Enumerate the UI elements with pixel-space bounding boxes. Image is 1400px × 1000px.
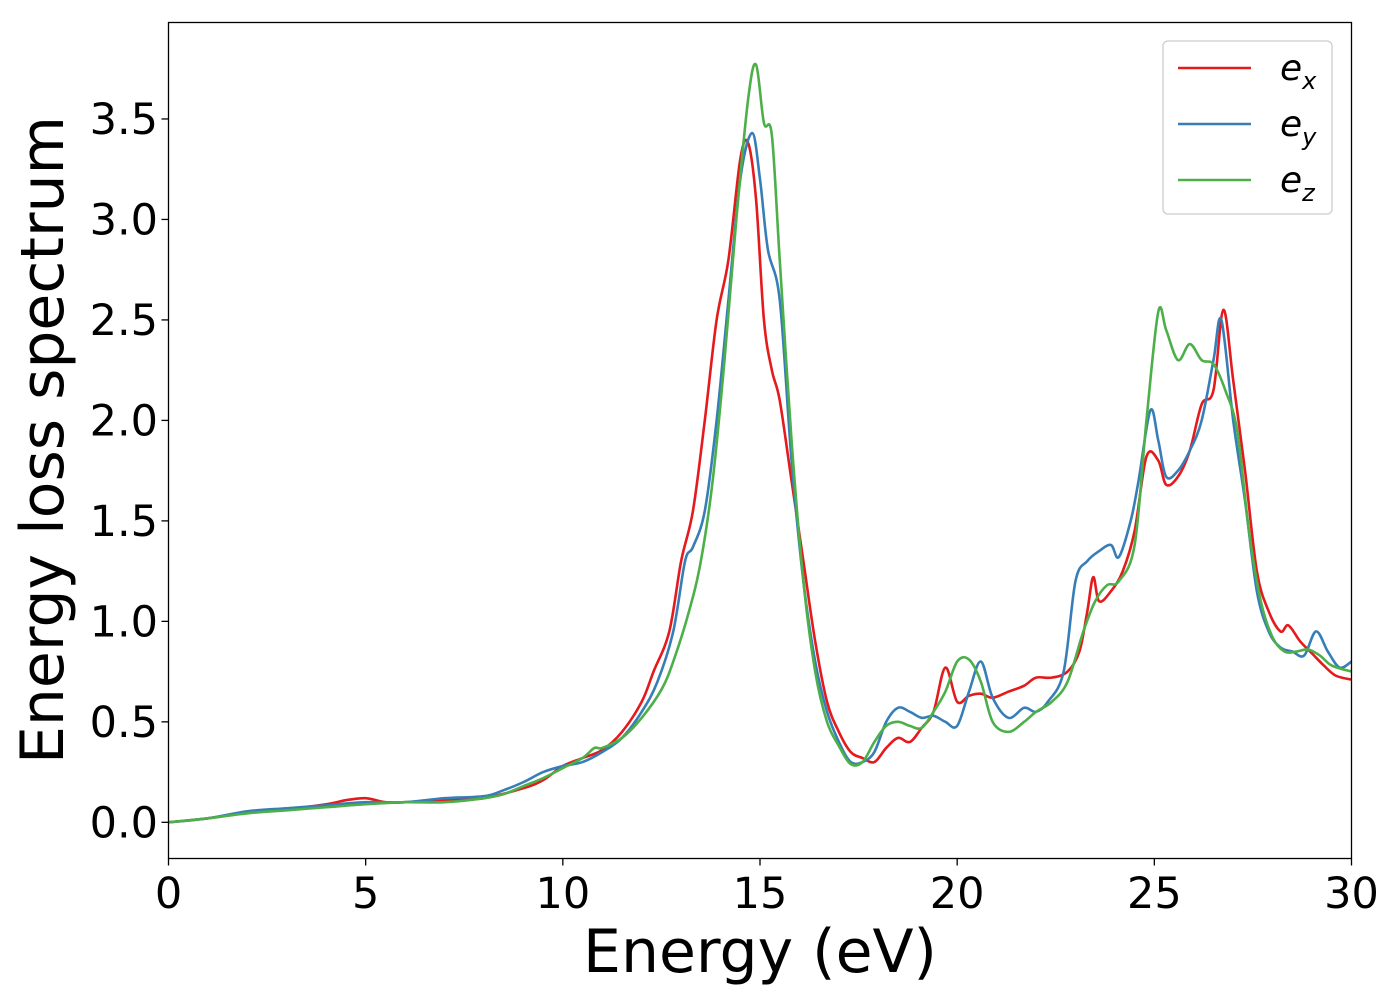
x-axis: 0 5 10 15 20 25 30 xyxy=(155,858,1379,919)
legend-label-e-x: ex xyxy=(1280,48,1317,95)
series-line-e-y xyxy=(168,131,1353,824)
y-tick-label: 2.0 xyxy=(90,396,158,446)
y-tick-label: 0.5 xyxy=(90,698,158,748)
x-tick-label: 5 xyxy=(352,869,379,919)
y-tick-label: 0.0 xyxy=(90,798,158,848)
y-axis-title: Energy loss spectrum xyxy=(8,116,78,764)
series-layer xyxy=(168,62,1353,824)
y-tick-label: 1.5 xyxy=(90,497,158,547)
y-axis: 0.0 0.5 1.0 1.5 2.0 2.5 3.0 3.5 xyxy=(90,95,169,848)
series-line-e-x xyxy=(168,138,1352,824)
x-tick-label: 0 xyxy=(155,869,182,919)
x-tick-label: 25 xyxy=(1127,869,1182,919)
y-tick-label: 2.5 xyxy=(90,296,158,346)
y-tick-label: 3.0 xyxy=(90,195,158,245)
legend-label-e-y: ey xyxy=(1280,104,1317,151)
series-line-e-z xyxy=(168,62,1352,824)
x-tick-label: 10 xyxy=(535,869,590,919)
x-tick-label: 30 xyxy=(1324,869,1379,919)
legend-label-e-z: ez xyxy=(1280,160,1316,207)
legend: ex ey ez xyxy=(1162,40,1333,215)
x-tick-label: 15 xyxy=(733,869,788,919)
y-tick-label: 1.0 xyxy=(90,597,158,647)
x-axis-title: Energy (eV) xyxy=(583,917,937,987)
x-tick-label: 20 xyxy=(930,869,985,919)
y-tick-label: 3.5 xyxy=(90,95,158,145)
legend-frame xyxy=(1162,40,1333,215)
